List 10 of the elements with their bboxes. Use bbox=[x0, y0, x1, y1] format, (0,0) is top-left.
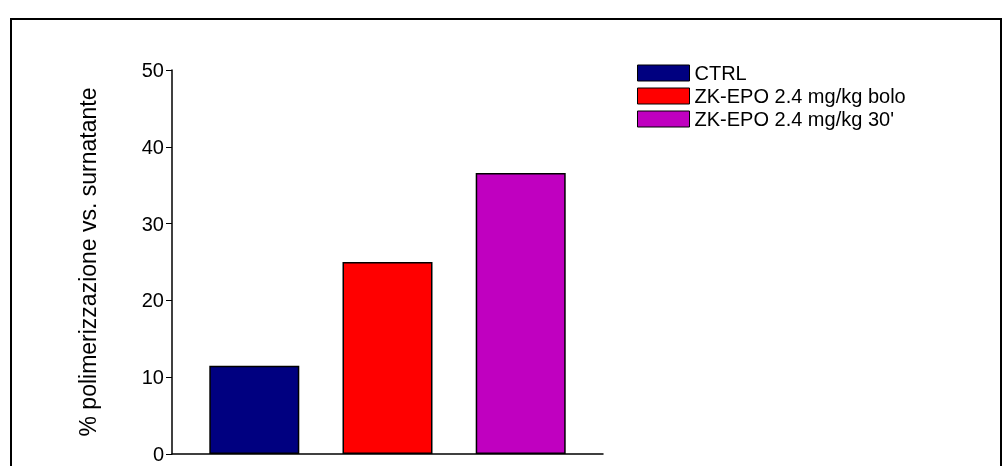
y-tick-label: 30 bbox=[141, 212, 164, 235]
legend-label: ZK-EPO 2.4 mg/kg bolo bbox=[694, 85, 906, 107]
y-tick-label: 40 bbox=[141, 135, 164, 158]
y-tick-label: 20 bbox=[141, 289, 164, 312]
y-axis-title: % polimerizzazione vs. surnatante bbox=[75, 87, 101, 437]
legend-label: CTRL bbox=[694, 62, 747, 84]
y-tick-label: 0 bbox=[152, 443, 164, 465]
y-tick-label: 10 bbox=[141, 366, 164, 389]
legend-label: ZK-EPO 2.4 mg/kg 30' bbox=[694, 108, 894, 130]
y-tick-label: 50 bbox=[141, 59, 164, 81]
